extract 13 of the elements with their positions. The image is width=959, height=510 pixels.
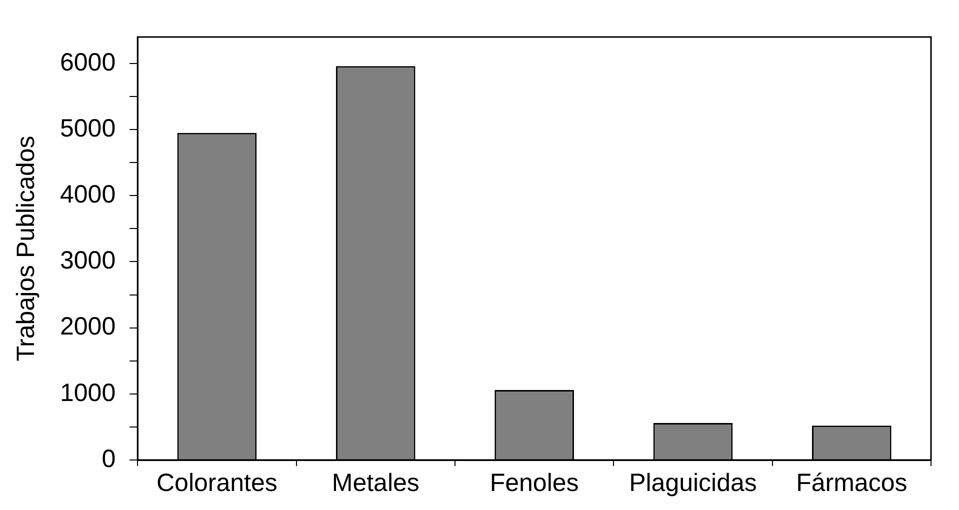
y-axis-title: Trabajos Publicados [12,136,40,362]
y-tick-label: 4000 [60,180,116,209]
x-tick-label: Plaguicidas [629,468,757,497]
y-tick-label: 2000 [60,312,116,341]
x-tick-label: Colorantes [156,468,278,497]
x-tick-label: Fármacos [796,468,908,497]
x-tick-label: Fenoles [490,468,579,497]
y-tick-label: 6000 [60,48,116,76]
y-tick-label: 5000 [60,114,116,142]
y-tick-label: 1000 [60,378,116,407]
y-tick-label: 0 [102,444,116,473]
y-tick-label: 3000 [60,246,116,275]
x-tick-label: Metales [332,468,420,497]
